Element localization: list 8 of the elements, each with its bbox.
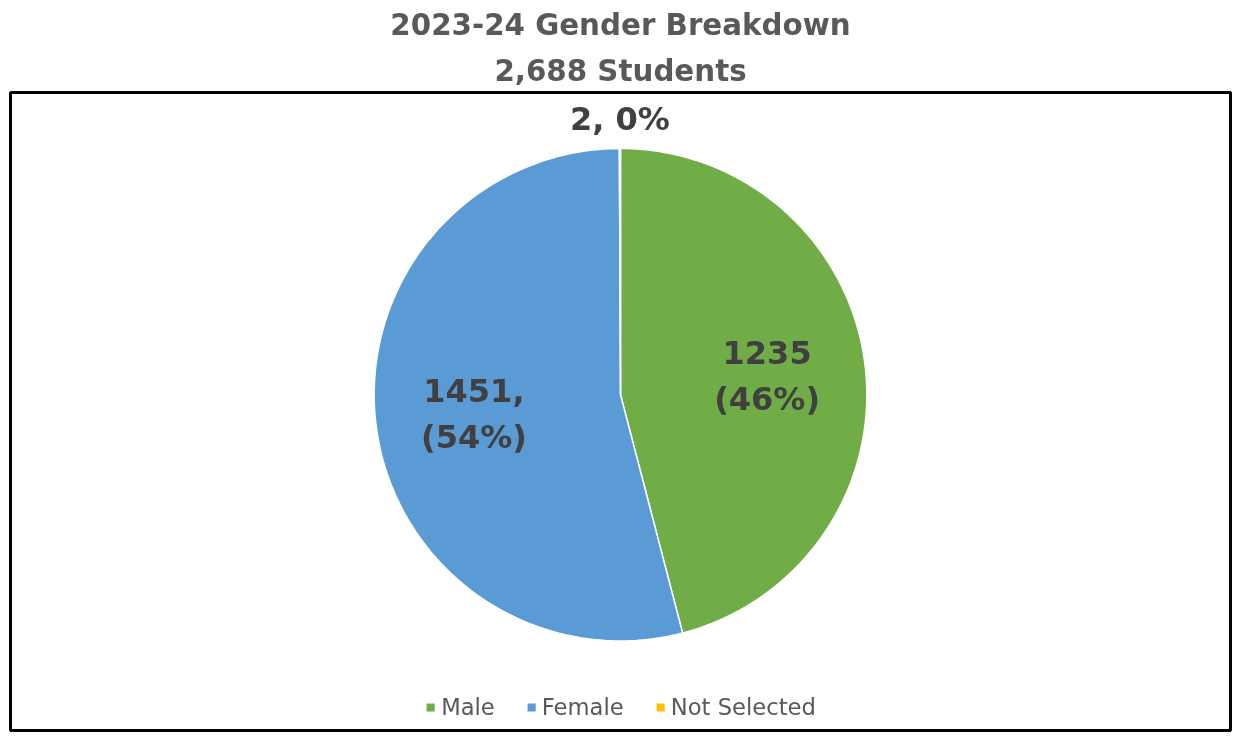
legend-label: Male <box>441 694 495 720</box>
data-label: 1235 (46%) <box>714 334 821 418</box>
data-label: 2, 0% <box>569 99 670 138</box>
legend-label: Female <box>541 694 624 720</box>
legend-label: Not Selected <box>670 694 816 720</box>
chart-title: 2023-24 Gender Breakdown <box>390 7 851 42</box>
chart-subtitle: 2,688 Students <box>494 53 747 88</box>
data-label: 1451, (54%) <box>421 372 527 456</box>
